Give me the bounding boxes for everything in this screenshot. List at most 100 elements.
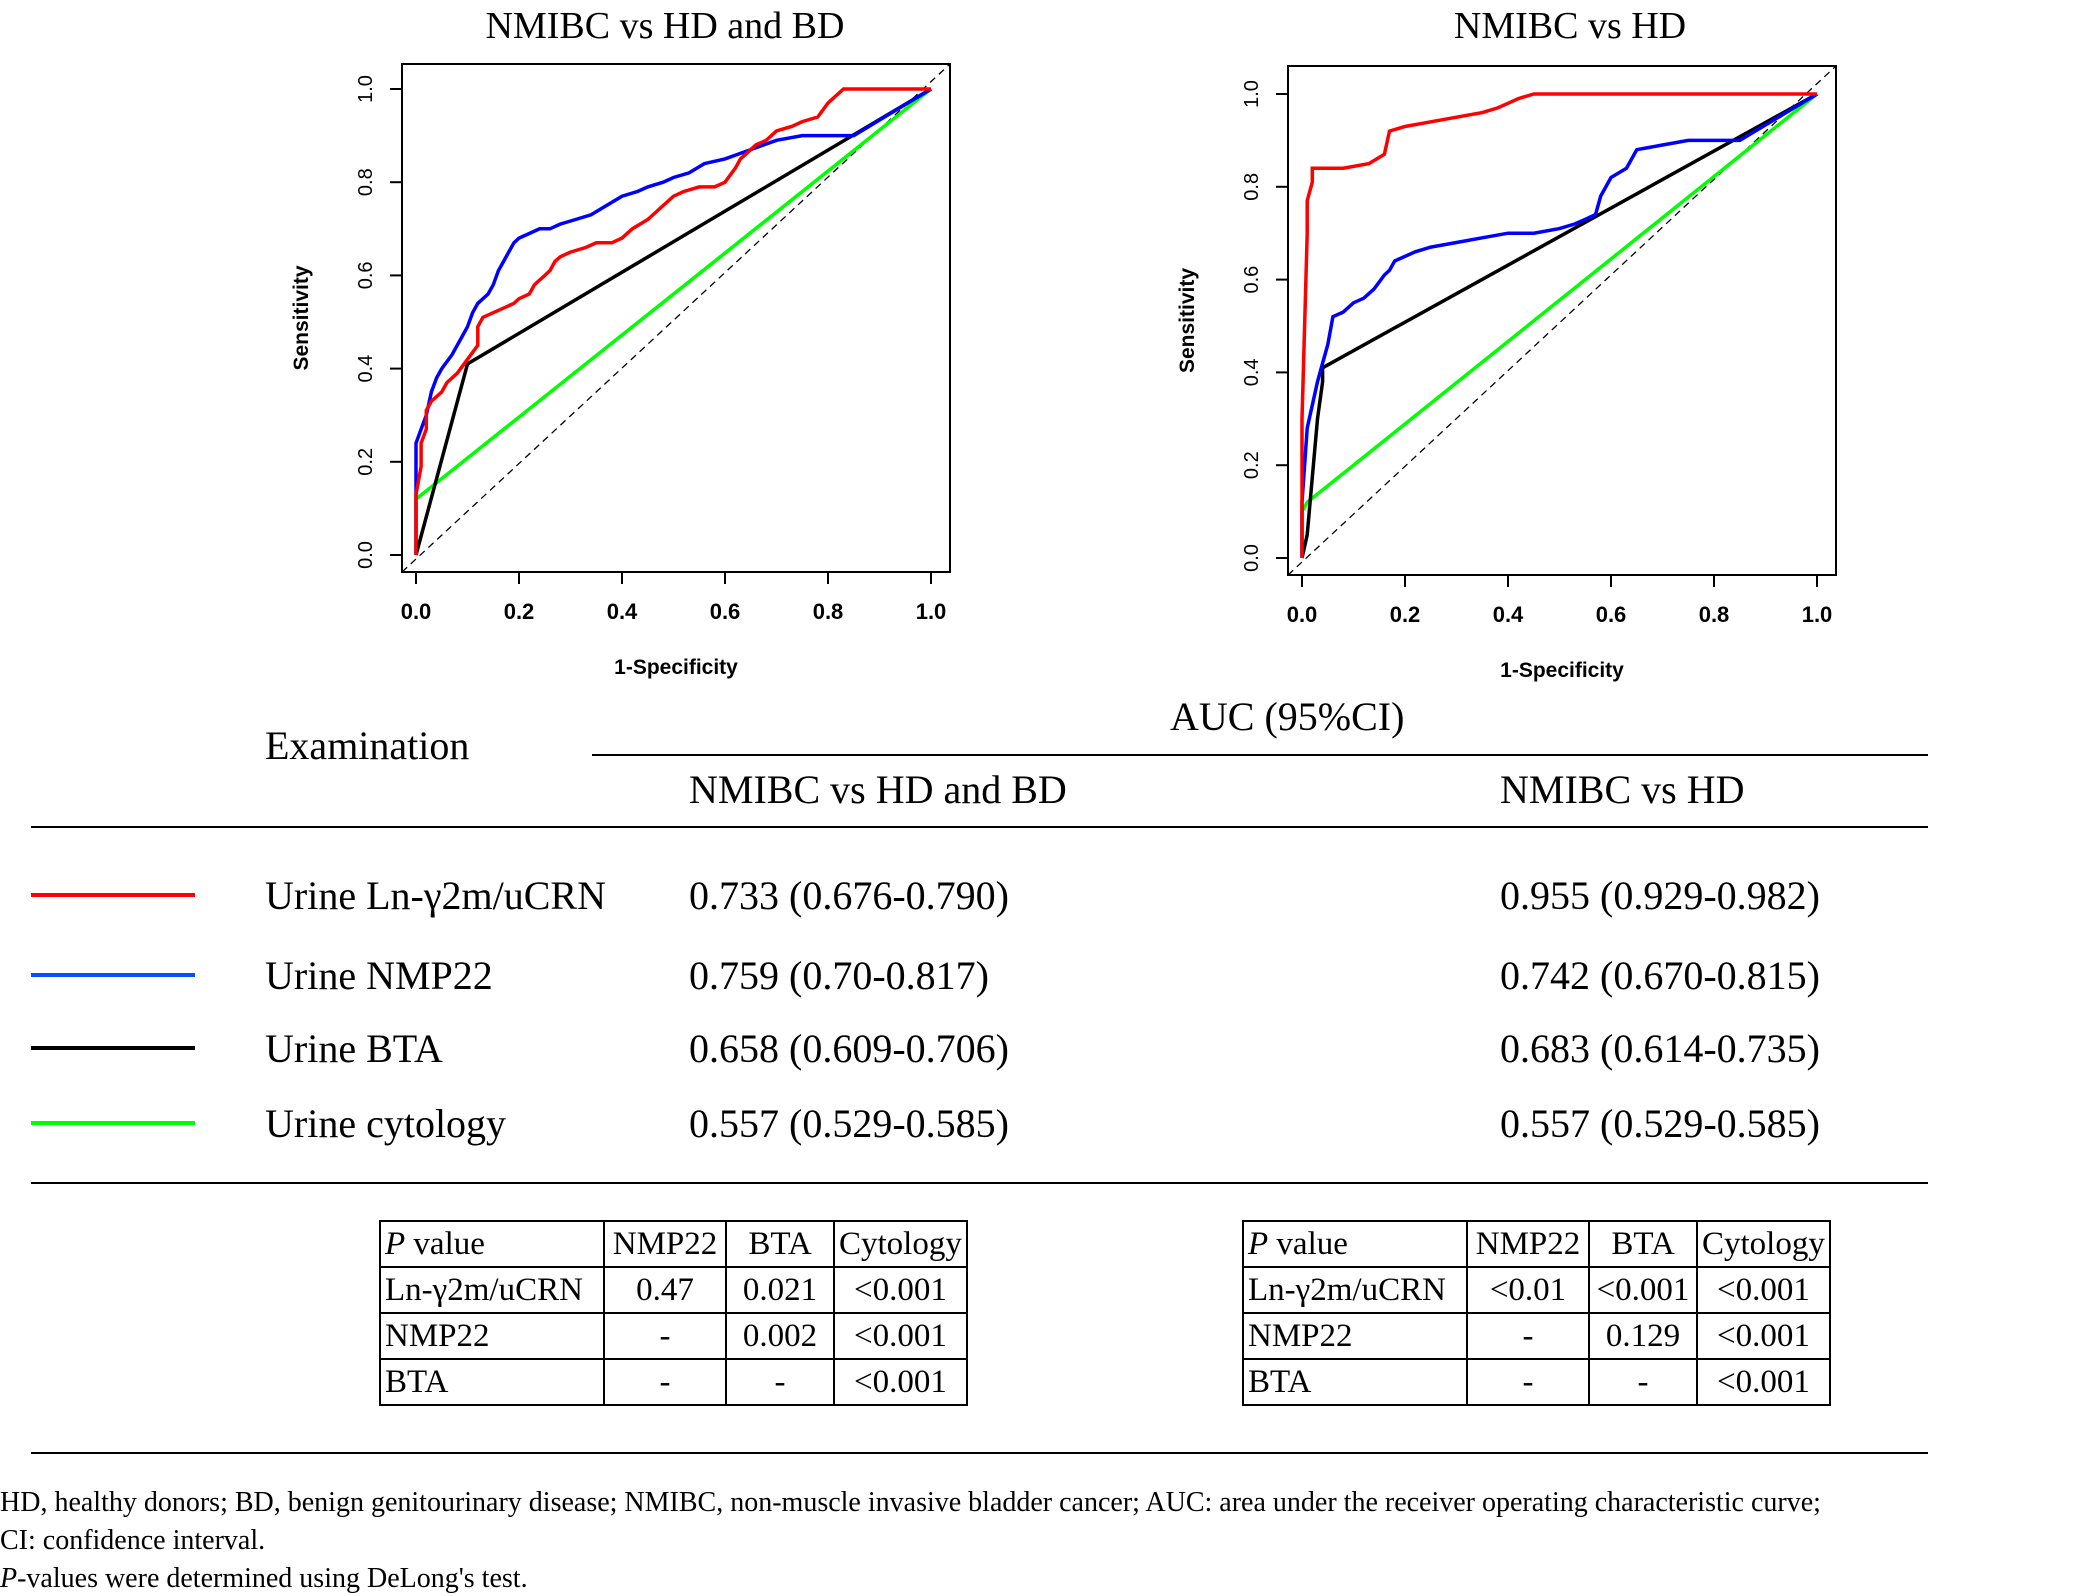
header-bottom-rule	[31, 826, 1928, 828]
cell: <0.001	[1696, 1312, 1831, 1360]
x-tick-label: 1.0	[916, 599, 947, 624]
cell: <0.001	[1588, 1266, 1698, 1314]
cell: <0.001	[1696, 1266, 1831, 1314]
row-label: BTA	[1242, 1358, 1468, 1406]
auc-col1: 0.658 (0.609-0.706)	[689, 1026, 1009, 1071]
roc-curve-ln-gamma2m	[1300, 92, 1817, 558]
pvalue-header-row: P value NMP22 BTA Cytology	[379, 1220, 968, 1268]
table-bottom-rule	[31, 1182, 1928, 1184]
roc-curve-nmp22	[414, 87, 932, 555]
pvalue-row: NMP22 - 0.129 <0.001	[1242, 1312, 1831, 1360]
legend-line-blue	[31, 973, 195, 977]
y-axis-label: Sensitivity	[290, 265, 313, 370]
roc-curve-cytology	[1300, 92, 1819, 558]
roc-curve-bta	[414, 87, 932, 556]
x-tick-label: 1.0	[1802, 602, 1833, 627]
y-tick-label: 0.4	[355, 355, 377, 383]
y-tick-label: 1.0	[355, 75, 377, 103]
cell: 0.129	[1588, 1312, 1698, 1360]
cell: -	[603, 1312, 727, 1360]
y-tick-label: 1.0	[1241, 80, 1263, 108]
footnote-line-2: CI: confidence interval.	[0, 1525, 266, 1556]
auc-col1: 0.557 (0.529-0.585)	[689, 1101, 1009, 1146]
pvalue-bottom-rule	[31, 1452, 1928, 1454]
cell: <0.001	[833, 1358, 968, 1406]
x-tick-label: 0.6	[710, 599, 741, 624]
pvalue-row: BTA - - <0.001	[379, 1358, 968, 1406]
examination-header: Examination	[265, 723, 470, 768]
col1-header: NMIBC vs HD and BD	[689, 767, 1067, 812]
row-label: Urine cytology	[265, 1101, 507, 1146]
auc-header: AUC (95%CI)	[1170, 694, 1405, 739]
pvalue-row: NMP22 - 0.002 <0.001	[379, 1312, 968, 1360]
x-tick-label: 0.0	[1287, 602, 1318, 627]
row-label: Ln-γ2m/uCRN	[1242, 1266, 1468, 1314]
auc-col1: 0.733 (0.676-0.790)	[689, 873, 1009, 918]
row-label: NMP22	[1242, 1312, 1468, 1360]
cell: <0.001	[1696, 1358, 1831, 1406]
auc-col2: 0.955 (0.929-0.982)	[1500, 873, 1820, 918]
y-tick-label: 0.6	[355, 261, 377, 289]
footnote-line-1: HD, healthy donors; BD, benign genitouri…	[0, 1487, 1821, 1518]
x-tick-label: 0.6	[1596, 602, 1627, 627]
pvalue-row: Ln-γ2m/uCRN 0.47 0.021 <0.001	[379, 1266, 968, 1314]
reference-diagonal	[401, 63, 951, 573]
pvalue-row: BTA - - <0.001	[1242, 1358, 1831, 1406]
pvalue-table-left: P value NMP22 BTA Cytology Ln-γ2m/uCRN 0…	[379, 1220, 968, 1406]
y-tick-label: 0.0	[355, 541, 377, 569]
pvalue-table-right: P value NMP22 BTA Cytology Ln-γ2m/uCRN <…	[1242, 1220, 1831, 1406]
col-nmp22: NMP22	[603, 1220, 727, 1268]
y-tick-label: 0.8	[355, 168, 377, 196]
auc-col1: 0.759 (0.70-0.817)	[689, 953, 989, 998]
row-label: Ln-γ2m/uCRN	[379, 1266, 605, 1314]
y-tick-label: 0.4	[1241, 358, 1263, 386]
cell: -	[1466, 1358, 1590, 1406]
x-tick-label: 0.8	[813, 599, 844, 624]
legend-line-red	[31, 893, 195, 897]
x-tick-label: 0.0	[401, 599, 432, 624]
cell: 0.47	[603, 1266, 727, 1314]
col-bta: BTA	[725, 1220, 835, 1268]
y-tick-label: 0.6	[1241, 266, 1263, 294]
cell: <0.001	[833, 1312, 968, 1360]
chart-title: NMIBC vs HD	[1454, 5, 1686, 47]
chart-title: NMIBC vs HD and BD	[486, 5, 845, 47]
x-tick-label: 0.2	[504, 599, 535, 624]
roc-curve-nmp22	[1300, 92, 1818, 558]
auc-header-rule	[592, 754, 1928, 756]
pvalue-header-cell: P value	[379, 1220, 605, 1268]
row-label: Urine BTA	[265, 1026, 443, 1071]
cell: <0.01	[1466, 1266, 1590, 1314]
y-tick-label: 0.0	[1241, 544, 1263, 572]
auc-col2: 0.742 (0.670-0.815)	[1500, 953, 1820, 998]
cell: -	[1588, 1358, 1698, 1406]
y-axis-label: Sensitivity	[1176, 268, 1199, 373]
col-cytology: Cytology	[833, 1220, 968, 1268]
cell: 0.021	[725, 1266, 835, 1314]
col2-header: NMIBC vs HD	[1500, 767, 1745, 812]
auc-col2: 0.683 (0.614-0.735)	[1500, 1026, 1820, 1071]
legend-line-green	[31, 1121, 195, 1125]
reference-diagonal	[1287, 65, 1837, 576]
row-label: BTA	[379, 1358, 605, 1406]
footnote-line-3: P-values were determined using DeLong's …	[0, 1563, 528, 1594]
cell: -	[1466, 1312, 1590, 1360]
auc-col2: 0.557 (0.529-0.585)	[1500, 1101, 1820, 1146]
y-tick-label: 0.2	[355, 448, 377, 476]
row-label: Urine Ln-γ2m/uCRN	[265, 873, 606, 918]
cell: <0.001	[833, 1266, 968, 1314]
x-tick-label: 0.4	[607, 599, 638, 624]
pvalue-header-cell: P value	[1242, 1220, 1468, 1268]
x-tick-label: 0.8	[1699, 602, 1730, 627]
cell: -	[603, 1358, 727, 1406]
col-nmp22: NMP22	[1466, 1220, 1590, 1268]
x-tick-label: 0.4	[1493, 602, 1524, 627]
roc-curve-ln-gamma2m	[414, 87, 931, 555]
y-tick-label: 0.8	[1241, 173, 1263, 201]
pvalue-row: Ln-γ2m/uCRN <0.01 <0.001 <0.001	[1242, 1266, 1831, 1314]
col-cytology: Cytology	[1696, 1220, 1831, 1268]
x-axis-label: 1-Specificity	[614, 656, 738, 679]
y-tick-label: 0.2	[1241, 451, 1263, 479]
cell: -	[725, 1358, 835, 1406]
col-bta: BTA	[1588, 1220, 1698, 1268]
